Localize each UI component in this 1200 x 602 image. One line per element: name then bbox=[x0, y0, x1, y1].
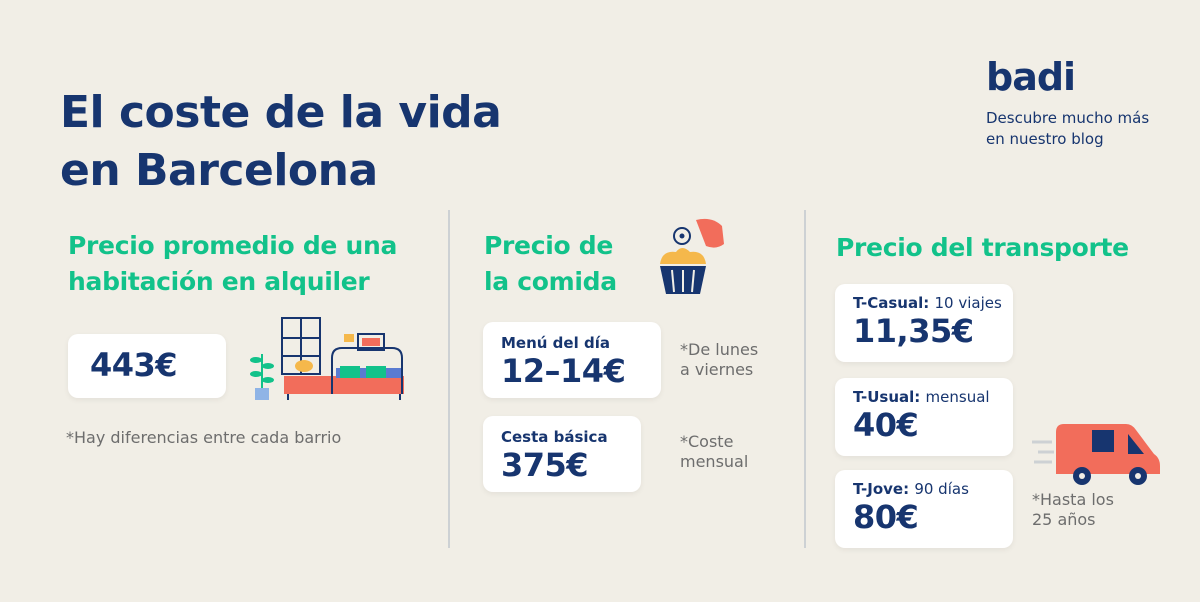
basket-value: 375€ bbox=[501, 446, 589, 484]
t-usual-value: 40€ bbox=[853, 406, 919, 444]
divider-2 bbox=[804, 210, 806, 548]
blog-tagline[interactable]: Descubre mucho más en nuestro blog bbox=[986, 108, 1186, 150]
transport-section-title: Precio del transporte bbox=[836, 233, 1129, 262]
transport-note-line-1: *Hasta los bbox=[1032, 490, 1114, 509]
divider-1 bbox=[448, 210, 450, 548]
t-casual-label: T-Casual: 10 viajes bbox=[853, 294, 1002, 312]
t-usual-detail: mensual bbox=[925, 388, 990, 406]
basket-note: *Coste mensual bbox=[680, 432, 748, 472]
t-jove-name: T-Jove: bbox=[853, 480, 910, 498]
rent-price-card: 443€ bbox=[68, 334, 226, 398]
cupcake-icon bbox=[660, 218, 724, 294]
t-jove-value: 80€ bbox=[853, 498, 919, 536]
title-line-1: El coste de la vida bbox=[60, 87, 502, 138]
t-casual-name: T-Casual: bbox=[853, 294, 930, 312]
rent-note: *Hay diferencias entre cada barrio bbox=[66, 428, 342, 447]
t-jove-label: T-Jove: 90 días bbox=[853, 480, 969, 498]
basket-note-line-1: *Coste bbox=[680, 432, 734, 451]
van-icon bbox=[1032, 424, 1160, 485]
food-title-line-1: Precio de bbox=[484, 231, 614, 260]
menu-value: 12–14€ bbox=[501, 352, 626, 390]
food-section-title: Precio de la comida bbox=[484, 228, 617, 300]
page-title: El coste de la vida en Barcelona bbox=[60, 84, 502, 200]
rent-price: 443€ bbox=[90, 346, 178, 384]
t-usual-name: T-Usual: bbox=[853, 388, 921, 406]
basket-label: Cesta básica bbox=[501, 428, 608, 446]
basket-card: Cesta básica 375€ bbox=[483, 416, 641, 492]
food-title-line-2: la comida bbox=[484, 267, 617, 296]
t-jove-card: T-Jove: 90 días 80€ bbox=[835, 470, 1013, 548]
menu-note-line-2: a viernes bbox=[680, 360, 754, 379]
menu-note-line-1: *De lunes bbox=[680, 340, 759, 359]
title-line-2: en Barcelona bbox=[60, 145, 378, 196]
menu-card: Menú del día 12–14€ bbox=[483, 322, 661, 398]
transport-note: *Hasta los 25 años bbox=[1032, 490, 1114, 530]
t-usual-card: T-Usual: mensual 40€ bbox=[835, 378, 1013, 456]
badi-logo[interactable]: badi bbox=[986, 55, 1076, 99]
t-casual-value: 11,35€ bbox=[853, 312, 974, 350]
tagline-line-2: en nuestro blog bbox=[986, 130, 1104, 148]
transport-note-line-2: 25 años bbox=[1032, 510, 1096, 529]
rent-title-line-1: Precio promedio de una bbox=[68, 231, 398, 260]
t-jove-detail: 90 días bbox=[914, 480, 969, 498]
rent-title-line-2: habitación en alquiler bbox=[68, 267, 370, 296]
tagline-line-1: Descubre mucho más bbox=[986, 109, 1150, 127]
menu-note: *De lunes a viernes bbox=[680, 340, 758, 380]
t-casual-detail: 10 viajes bbox=[934, 294, 1002, 312]
t-casual-card: T-Casual: 10 viajes 11,35€ bbox=[835, 284, 1013, 362]
rent-section-title: Precio promedio de una habitación en alq… bbox=[68, 228, 397, 300]
room-illustration-icon bbox=[250, 317, 404, 400]
basket-note-line-2: mensual bbox=[680, 452, 749, 471]
t-usual-label: T-Usual: mensual bbox=[853, 388, 990, 406]
menu-label: Menú del día bbox=[501, 334, 610, 352]
